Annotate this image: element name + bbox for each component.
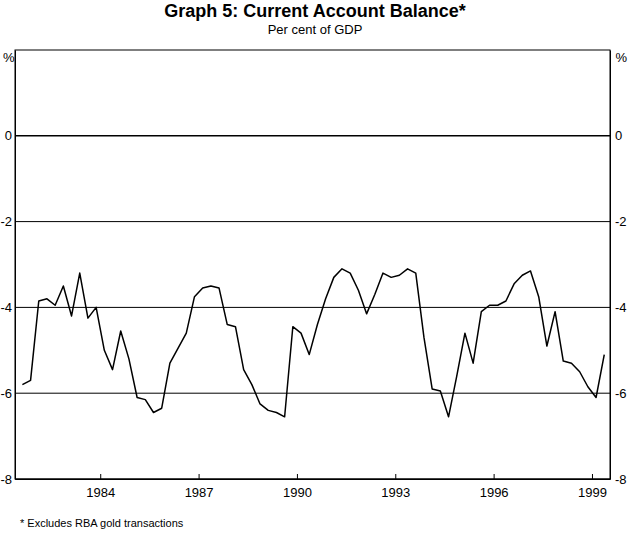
x-tick-mark	[297, 474, 298, 479]
x-tick-label: 1996	[480, 485, 509, 500]
y-tick-label: -2	[0, 214, 12, 229]
x-tick-label: 1993	[381, 485, 410, 500]
x-tick: 1987	[185, 474, 214, 500]
y-tick-label: 0	[615, 128, 622, 143]
x-tick-label: 1990	[283, 485, 312, 500]
x-tick: 1999	[578, 474, 607, 500]
plot-area	[22, 269, 604, 417]
y-tick-label: -8	[615, 472, 627, 487]
x-tick-mark	[100, 474, 101, 479]
y-unit-right: %	[615, 50, 627, 65]
y-tick: -6	[0, 386, 15, 401]
y-unit-left: %	[3, 50, 15, 65]
x-tick-mark	[494, 474, 495, 479]
y-axis-right: -8 -6 -4 -2 0	[610, 51, 627, 487]
plot-frame	[15, 50, 610, 479]
x-axis: 1984 1987 1990 1993 1996 1999	[16, 474, 611, 500]
y-tick-label: -4	[0, 300, 12, 315]
y-tick: -4	[0, 300, 15, 315]
y-tick: -4	[610, 300, 627, 315]
y-tick: -2	[610, 214, 627, 229]
y-tick: -2	[0, 214, 15, 229]
y-tick: 0	[610, 128, 622, 143]
x-tick-label: 1987	[185, 485, 214, 500]
y-axis-left: -8 -6 -4 -2 0	[0, 51, 15, 487]
x-axis-line	[16, 479, 611, 480]
y-tick-label: -4	[615, 300, 627, 315]
y-tick: -8	[0, 472, 15, 487]
x-tick-mark	[199, 474, 200, 479]
grid-line	[15, 393, 610, 394]
grid	[15, 136, 610, 479]
y-tick-label: -2	[615, 214, 627, 229]
footnote: * Excludes RBA gold transactions	[20, 517, 184, 529]
grid-line	[15, 307, 610, 308]
y-tick-label: -8	[0, 472, 12, 487]
grid-line	[15, 135, 610, 137]
title: Graph 5: Current Account Balance*	[164, 1, 465, 21]
y-tick-label: -6	[0, 386, 12, 401]
subtitle: Per cent of GDP	[268, 22, 363, 37]
x-tick: 1990	[283, 474, 312, 500]
x-tick: 1984	[86, 474, 115, 500]
y-axis-line	[15, 51, 16, 480]
series-line	[22, 269, 604, 417]
y-tick: 0	[5, 128, 15, 143]
x-tick-label: 1984	[86, 485, 115, 500]
x-tick-mark	[395, 474, 396, 479]
grid-line	[15, 221, 610, 222]
x-tick-label: 1999	[578, 485, 607, 500]
x-tick: 1993	[381, 474, 410, 500]
y-tick-label: 0	[5, 128, 12, 143]
y-tick-label: -6	[615, 386, 627, 401]
y-tick: -8	[610, 472, 627, 487]
y-axis-line	[610, 51, 611, 480]
y-tick: -6	[610, 386, 627, 401]
x-tick: 1996	[480, 474, 509, 500]
x-tick-mark	[592, 474, 593, 479]
